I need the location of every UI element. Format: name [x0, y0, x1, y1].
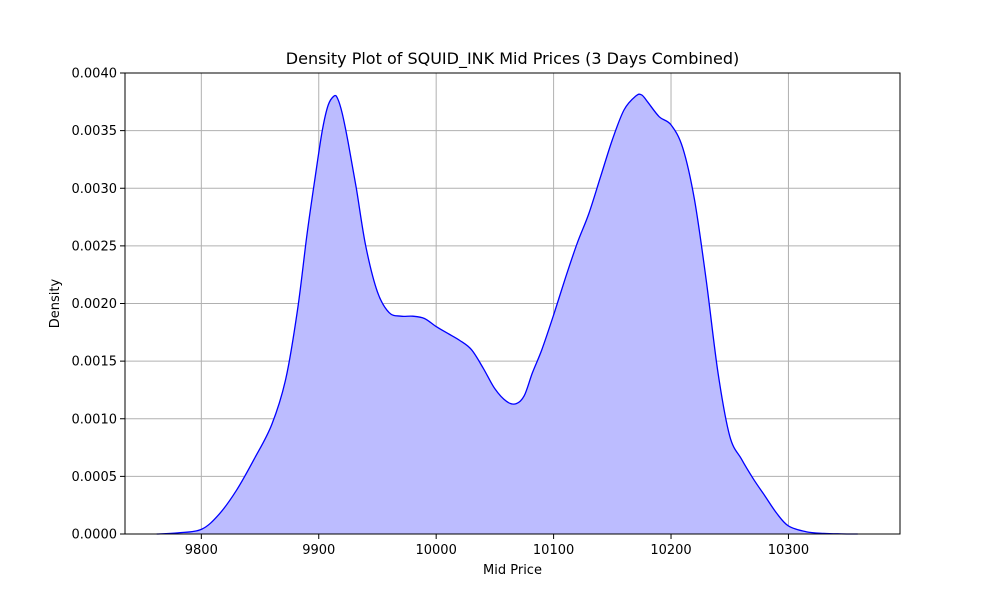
x-axis-ticks: 9800 9900 10000 10100 10200 10300 — [185, 534, 809, 558]
y-axis-ticks: 0.0000 0.0005 0.0010 0.0015 0.0020 0.0025 0.00… — [72, 67, 125, 543]
chart-title: Density Plot of SQUID_INK Mid Prices (3 … — [286, 49, 739, 69]
x-tick-label: 9900 — [302, 543, 335, 558]
y-tick-label: 0.0005 — [72, 470, 118, 485]
y-tick-label: 0.0030 — [72, 182, 118, 197]
y-tick-label: 0.0025 — [72, 239, 118, 254]
density-fill-area — [156, 94, 858, 535]
x-tick-label: 10100 — [533, 543, 574, 558]
y-tick-label: 0.0010 — [72, 412, 118, 427]
x-tick-label: 10300 — [768, 543, 809, 558]
y-tick-label: 0.0020 — [72, 297, 118, 312]
x-axis-label: Mid Price — [483, 563, 542, 578]
y-tick-label: 0.0040 — [72, 67, 118, 82]
y-tick-label: 0.0015 — [72, 355, 118, 370]
y-tick-label: 0.0000 — [72, 528, 118, 543]
x-tick-label: 10200 — [650, 543, 691, 558]
y-tick-label: 0.0035 — [72, 124, 118, 139]
x-tick-label: 10000 — [415, 543, 456, 558]
x-tick-label: 9800 — [185, 543, 218, 558]
density-curve-line — [156, 93, 858, 535]
y-axis-label: Density — [48, 278, 63, 328]
